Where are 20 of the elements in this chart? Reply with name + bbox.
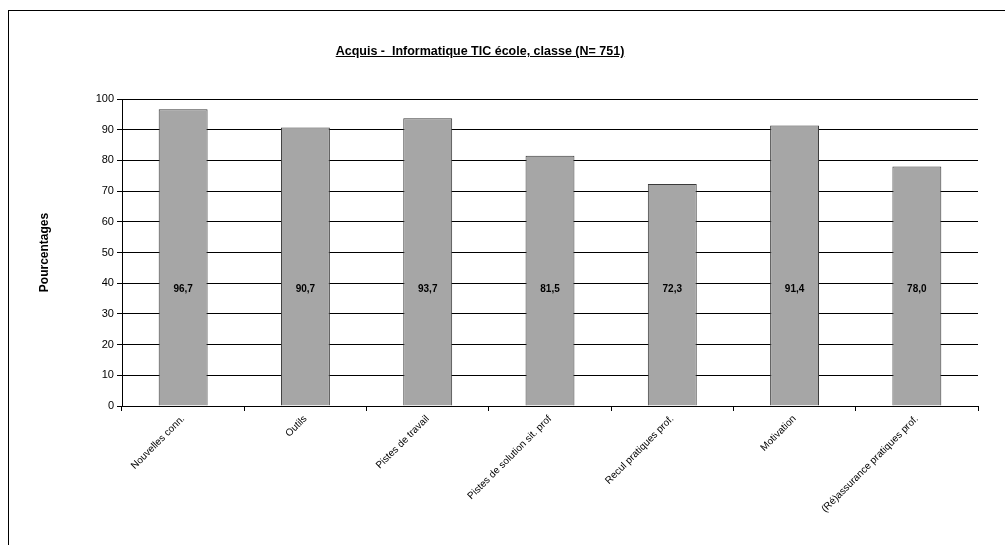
y-tick-label: 90 bbox=[101, 122, 114, 135]
y-tick-label: 20 bbox=[101, 337, 114, 350]
data-label: 81,5 bbox=[540, 283, 561, 295]
y-tick-label: 10 bbox=[101, 368, 114, 381]
y-tick-label: 100 bbox=[95, 92, 114, 105]
chart-title: Acquis - Informatique TIC école, classe (N= 751) bbox=[334, 44, 626, 58]
y-tick-label: 30 bbox=[101, 306, 114, 319]
data-label: 90,7 bbox=[295, 283, 316, 295]
data-label: 91,4 bbox=[784, 283, 805, 295]
data-label: 96,7 bbox=[173, 283, 194, 295]
data-label: 72,3 bbox=[662, 283, 683, 295]
y-tick-label: 40 bbox=[101, 276, 114, 289]
y-tick-label: 0 bbox=[107, 399, 114, 412]
y-tick-label: 80 bbox=[101, 153, 114, 166]
y-tick-label: 70 bbox=[101, 184, 114, 197]
data-label: 78,0 bbox=[907, 283, 928, 295]
y-tick-label: 50 bbox=[101, 245, 114, 258]
y-tick-label: 60 bbox=[101, 214, 114, 227]
data-label: 93,7 bbox=[417, 283, 438, 295]
y-axis-title: Pourcentages bbox=[36, 212, 51, 293]
